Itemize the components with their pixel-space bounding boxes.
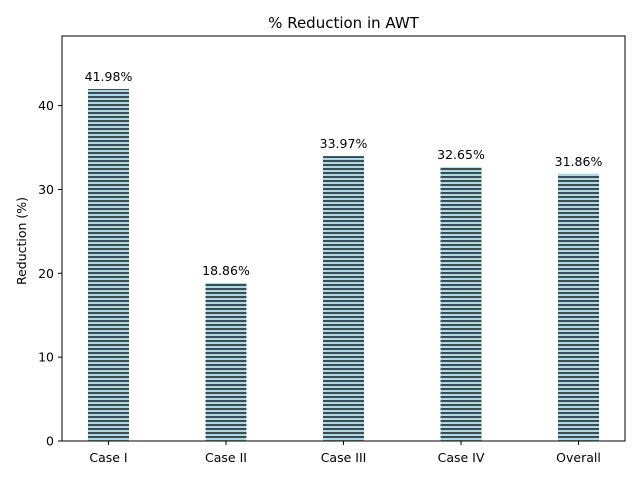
x-tick-label-0: Case I — [89, 450, 127, 465]
bar-0 — [88, 88, 129, 442]
y-tick-label-3: 30 — [38, 182, 54, 197]
x-tick-label-3: Case IV — [438, 450, 485, 465]
data-label-3: 32.65% — [437, 147, 485, 162]
data-label-2: 33.97% — [320, 136, 368, 151]
y-axis-ticks: 0 10 20 30 40 — [38, 98, 62, 449]
y-tick-label-4: 40 — [38, 98, 54, 113]
y-axis-label: Reduction (%) — [14, 197, 29, 285]
bars-group: 41.98% 18.86% 33.97% 32.65% 31.86% — [85, 69, 603, 442]
data-label-4: 31.86% — [555, 154, 603, 169]
bar-4 — [558, 173, 599, 441]
x-tick-label-4: Overall — [556, 450, 601, 465]
bar-2 — [323, 156, 364, 441]
x-axis-ticks: Case I Case II Case III Case IV Overall — [89, 441, 601, 465]
chart-title: % Reduction in AWT — [268, 14, 419, 32]
y-tick-label-0: 0 — [46, 434, 54, 449]
y-tick-label-1: 10 — [38, 350, 54, 365]
x-tick-label-2: Case III — [321, 450, 367, 465]
bar-1 — [205, 282, 247, 441]
y-tick-label-2: 20 — [38, 266, 54, 281]
bar-3 — [440, 167, 482, 441]
data-label-0: 41.98% — [85, 69, 133, 84]
x-tick-label-1: Case II — [205, 450, 247, 465]
plot-frame — [61, 35, 626, 442]
data-label-1: 18.86% — [202, 263, 250, 278]
